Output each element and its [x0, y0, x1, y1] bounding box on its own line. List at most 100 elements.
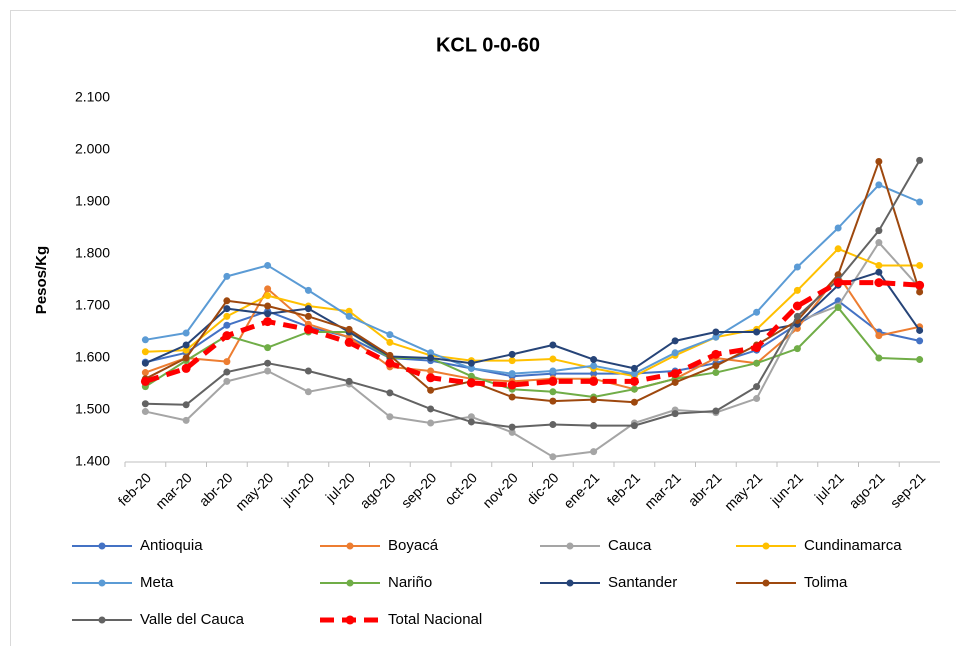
data-point: [590, 396, 598, 404]
data-point: [345, 325, 353, 333]
x-tick-label: jul-21: [811, 469, 847, 505]
legend-label: Nariño: [388, 574, 432, 591]
legend-marker: [346, 579, 354, 587]
data-point: [916, 288, 924, 296]
data-point: [833, 278, 843, 288]
y-tick-label: 1.400: [75, 453, 110, 469]
series-line: [145, 159, 921, 429]
data-point: [630, 370, 638, 378]
data-point: [916, 326, 924, 334]
data-point: [264, 261, 272, 269]
data-point: [182, 341, 190, 349]
data-point: [630, 422, 638, 430]
data-point: [589, 376, 599, 386]
data-point: [834, 245, 842, 253]
data-point: [792, 301, 802, 311]
y-tick-label: 1.900: [75, 193, 110, 209]
legend-label: Meta: [140, 574, 174, 591]
data-point: [752, 343, 762, 353]
x-tick-label: ago-20: [356, 469, 398, 511]
data-point: [264, 367, 272, 375]
data-point: [590, 422, 598, 430]
data-point: [264, 292, 272, 300]
data-point: [549, 341, 557, 349]
data-point: [141, 336, 149, 344]
data-point: [386, 351, 394, 359]
data-point: [508, 393, 516, 401]
legend-label: Cundinamarca: [804, 537, 902, 554]
legend-marker: [566, 579, 574, 587]
data-point: [874, 278, 884, 288]
data-point: [304, 286, 312, 294]
data-point: [427, 367, 435, 375]
data-point: [629, 376, 639, 386]
data-point: [345, 377, 353, 385]
y-tick-label: 2.000: [75, 141, 110, 157]
data-point: [182, 354, 190, 362]
data-point: [264, 359, 272, 367]
data-point: [793, 345, 801, 353]
x-tick-label: sep-21: [887, 469, 929, 511]
data-point: [386, 413, 394, 421]
data-point: [223, 305, 231, 313]
data-point: [875, 227, 883, 235]
data-point: [182, 346, 190, 354]
data-point: [508, 357, 516, 365]
data-point: [141, 369, 149, 377]
data-point: [916, 337, 924, 345]
data-point: [427, 405, 435, 413]
data-point: [427, 354, 435, 362]
data-point: [875, 261, 883, 269]
x-tick-label: abr-21: [685, 469, 725, 509]
data-point: [223, 321, 231, 329]
data-point: [223, 312, 231, 320]
data-point: [303, 324, 313, 334]
x-tick-label: oct-20: [441, 469, 480, 508]
data-point: [181, 363, 191, 373]
data-point: [467, 413, 475, 421]
y-tick-label: 1.700: [75, 297, 110, 313]
data-point: [834, 224, 842, 232]
series-line: [144, 160, 921, 404]
data-point: [222, 331, 232, 341]
data-point: [712, 407, 720, 415]
series-line: [144, 306, 920, 398]
data-point: [793, 263, 801, 271]
data-point: [548, 376, 558, 386]
data-point: [345, 307, 353, 315]
data-point: [875, 181, 883, 189]
data-point: [263, 317, 273, 327]
data-point: [386, 389, 394, 397]
data-point: [671, 410, 679, 418]
data-point: [670, 369, 680, 379]
x-tick-label: ago-21: [845, 469, 887, 511]
data-point: [304, 367, 312, 375]
data-point: [549, 367, 557, 375]
y-tick-label: 1.500: [75, 401, 110, 417]
data-point: [264, 310, 272, 318]
data-point: [916, 156, 924, 164]
data-point: [793, 286, 801, 294]
data-point: [671, 378, 679, 386]
data-point: [875, 354, 883, 362]
x-tick-label: jul-20: [322, 469, 358, 505]
data-point: [507, 380, 517, 390]
data-point: [140, 376, 150, 386]
data-point: [753, 395, 761, 403]
data-point: [223, 368, 231, 376]
data-point: [427, 419, 435, 427]
x-tick-label: jun-21: [767, 469, 807, 509]
data-point: [304, 312, 312, 320]
chart-title: KCL 0-0-60: [436, 34, 540, 56]
data-point: [753, 308, 761, 316]
x-tick-label: jun-20: [278, 469, 318, 509]
data-point: [712, 362, 720, 370]
y-axis-label: Pesos/Kg: [33, 246, 50, 314]
data-point: [427, 349, 435, 357]
data-point: [182, 401, 190, 409]
data-point: [712, 369, 720, 377]
data-point: [264, 302, 272, 310]
data-point: [590, 448, 598, 456]
legend-marker: [566, 542, 574, 550]
